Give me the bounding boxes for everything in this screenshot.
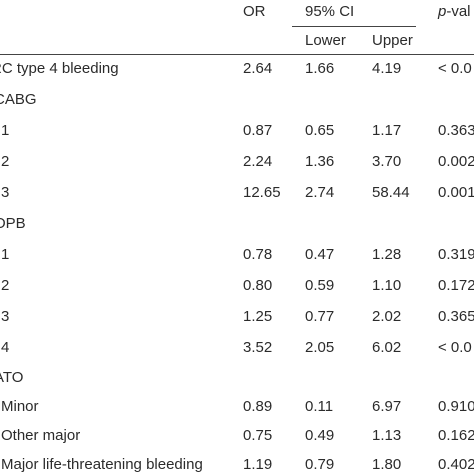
row-p-value: 0.319 <box>438 246 474 263</box>
row-p-value: < 0.0 <box>438 60 472 77</box>
header-lower: Lower <box>305 32 346 49</box>
row-lower: 2.74 <box>305 184 335 201</box>
header-or: OR <box>243 3 266 20</box>
row-lower: 0.59 <box>305 277 335 294</box>
row-lower: 0.49 <box>305 427 335 444</box>
row-or: 0.87 <box>243 122 273 139</box>
row-or: 3.52 <box>243 339 273 356</box>
row-or: 12.65 <box>243 184 281 201</box>
row-p-value: 0.001 <box>438 184 474 201</box>
row-lower: 0.65 <box>305 122 335 139</box>
row-label: 2 <box>1 277 10 294</box>
row-upper: 1.80 <box>372 456 402 473</box>
row-or: 0.89 <box>243 398 273 415</box>
row-or: 1.25 <box>243 308 273 325</box>
header-bottom-rule <box>0 54 474 55</box>
row-lower: 0.11 <box>305 398 334 415</box>
row-label: Major life-threatening bleeding <box>1 456 203 473</box>
row-label: RC type 4 bleeding <box>0 60 119 77</box>
row-label: 3 <box>1 184 10 201</box>
row-upper: 6.02 <box>372 339 402 356</box>
row-upper: 6.97 <box>372 398 402 415</box>
row-p-value: 0.365 <box>438 308 474 325</box>
row-lower: 0.79 <box>305 456 335 473</box>
row-lower: 0.47 <box>305 246 335 263</box>
row-p-value: < 0.0 <box>438 339 472 356</box>
row-label: 3 <box>1 308 10 325</box>
row-upper: 3.70 <box>372 153 402 170</box>
row-or: 1.19 <box>243 456 273 473</box>
row-or: 0.80 <box>243 277 273 294</box>
row-upper: 4.19 <box>372 60 402 77</box>
row-p-value: 0.002 <box>438 153 474 170</box>
row-label: 1 <box>1 122 10 139</box>
row-lower: 0.77 <box>305 308 335 325</box>
row-label: 2 <box>1 153 10 170</box>
row-lower: 1.36 <box>305 153 335 170</box>
row-label: 1 <box>1 246 10 263</box>
row-p-value: 0.402 <box>438 456 474 473</box>
row-p-value: 0.363 <box>438 122 474 139</box>
row-upper: 1.17 <box>372 122 402 139</box>
row-upper: 2.02 <box>372 308 402 325</box>
row-p-value: 0.162 <box>438 427 474 444</box>
header-p-italic: p <box>438 3 447 20</box>
row-or: 2.24 <box>243 153 273 170</box>
row-upper: 1.10 <box>372 277 402 294</box>
ci-header-rule <box>292 26 416 27</box>
row-or: 0.78 <box>243 246 273 263</box>
row-label: 4 <box>1 339 10 356</box>
group-label: CABG <box>0 91 37 108</box>
row-label: Other major <box>1 427 81 444</box>
row-upper: 58.44 <box>372 184 410 201</box>
group-label: OPB <box>0 215 26 232</box>
row-lower: 1.66 <box>305 60 335 77</box>
row-upper: 1.13 <box>372 427 402 444</box>
row-lower: 2.05 <box>305 339 335 356</box>
row-or: 2.64 <box>243 60 273 77</box>
header-95-ci: 95% CI <box>305 3 355 20</box>
row-p-value: 0.172 <box>438 277 474 294</box>
row-label: Minor <box>1 398 39 415</box>
group-label: ATO <box>0 369 24 386</box>
header-upper: Upper <box>372 32 413 49</box>
row-p-value: 0.910 <box>438 398 474 415</box>
header-p-suffix: -val <box>446 3 471 20</box>
row-or: 0.75 <box>243 427 273 444</box>
header-p-value: p-val <box>438 3 471 21</box>
row-upper: 1.28 <box>372 246 402 263</box>
